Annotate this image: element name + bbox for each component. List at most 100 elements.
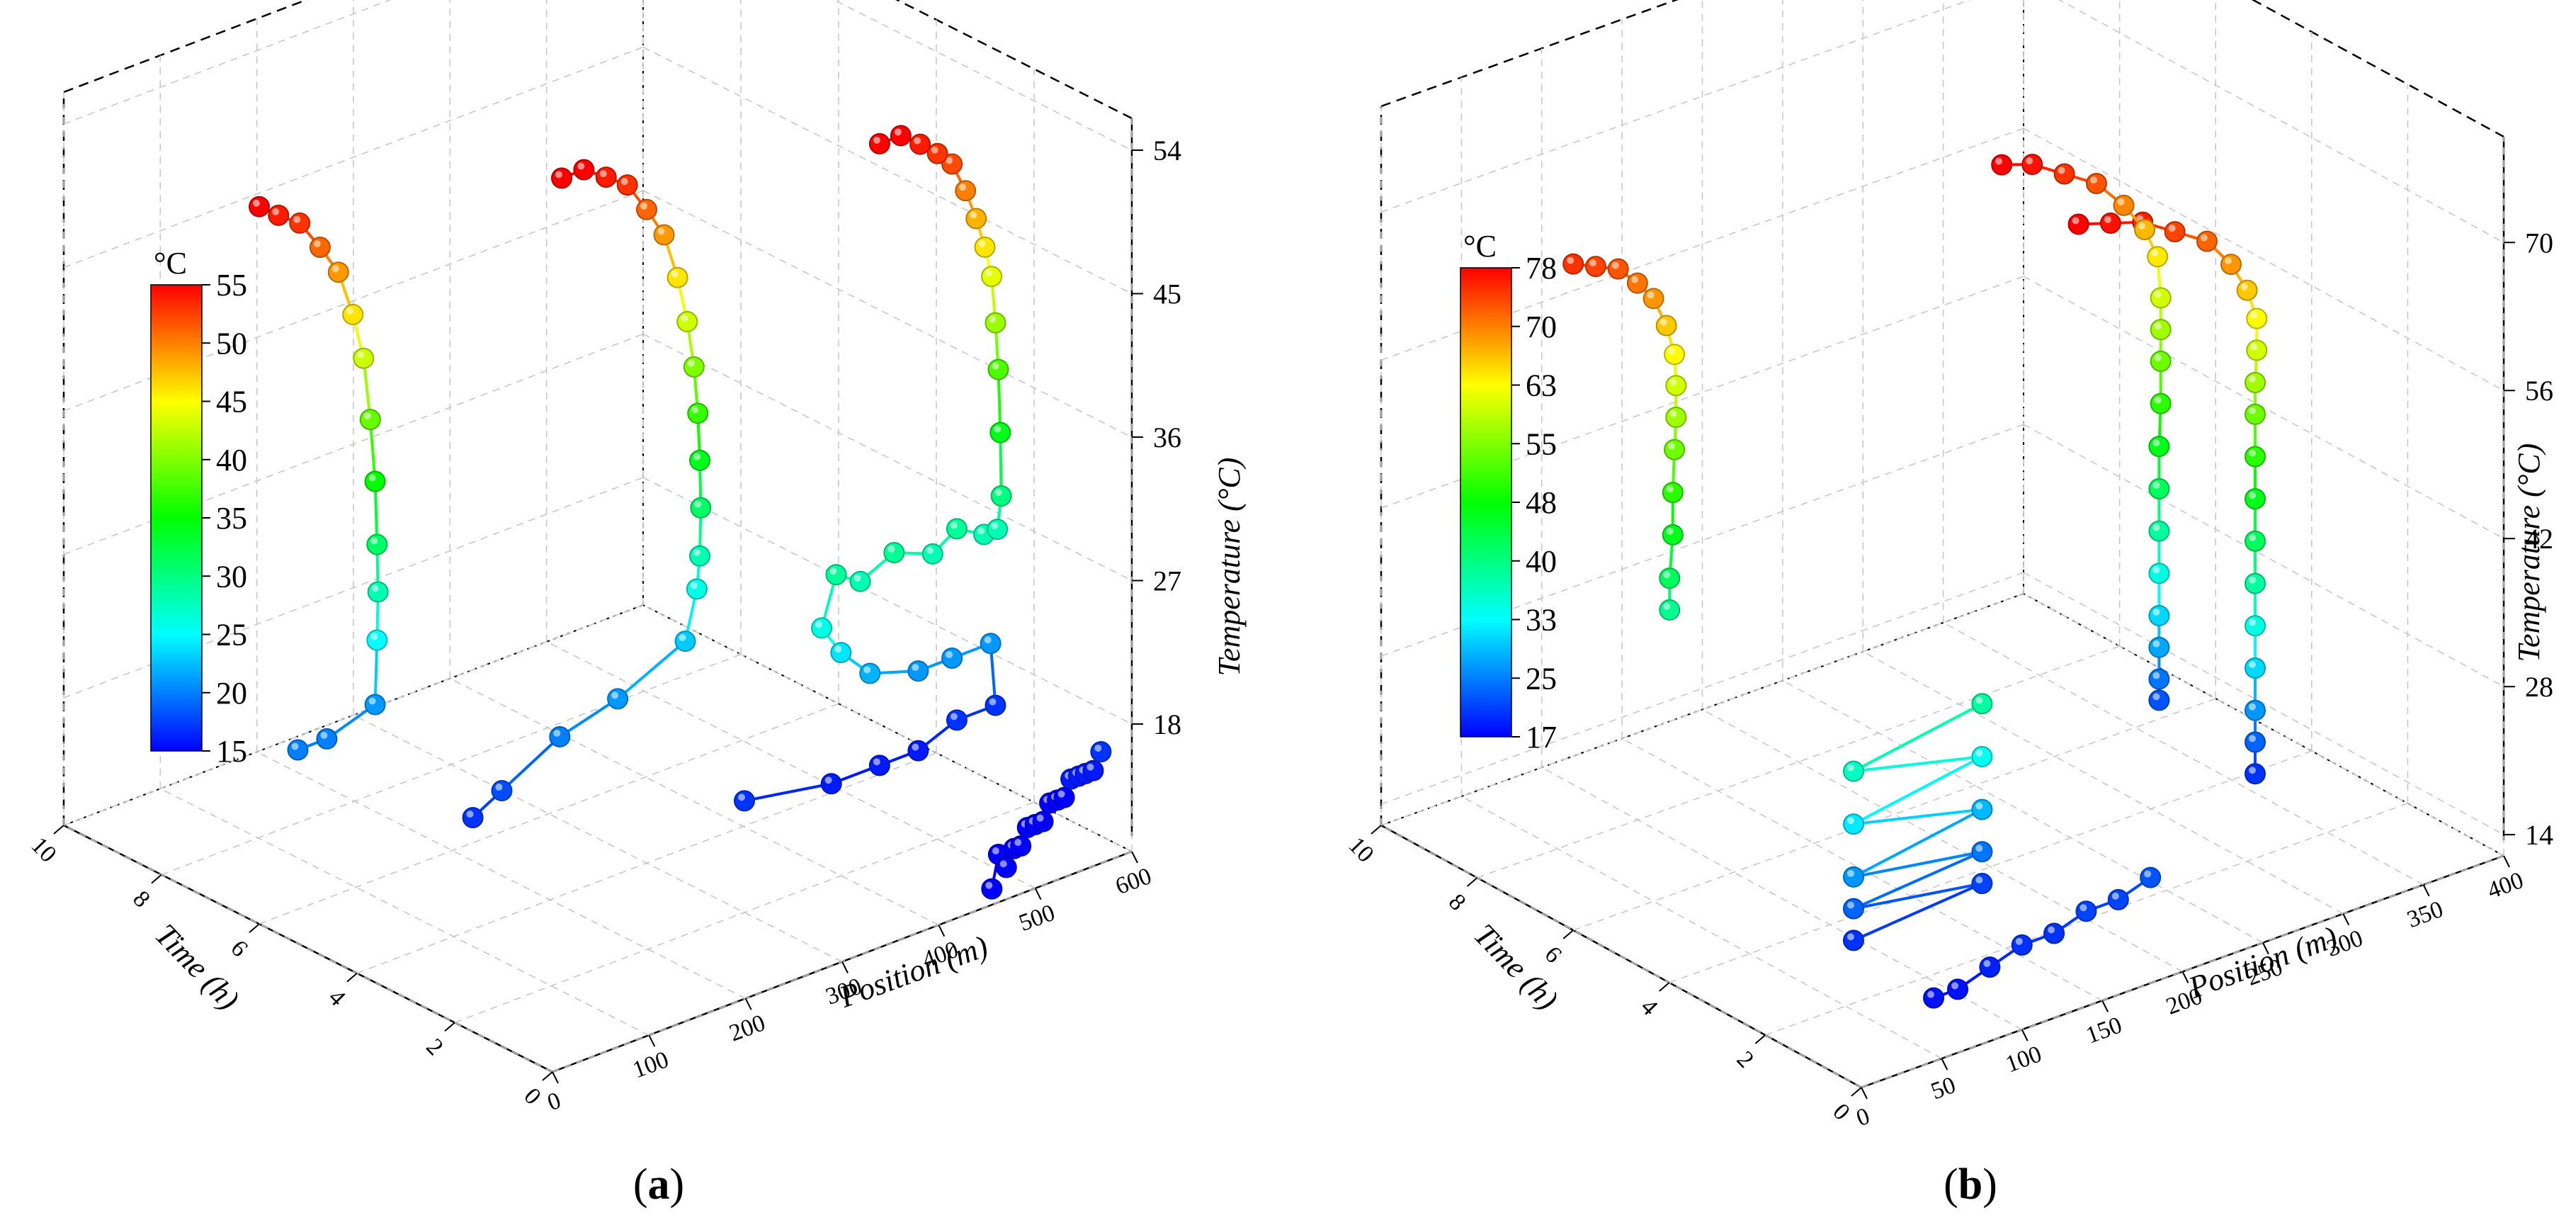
- series-connector: [1853, 882, 1983, 942]
- data-point-highlight: [991, 522, 999, 530]
- data-point: [2244, 446, 2266, 468]
- data-point: [2244, 657, 2266, 679]
- data-point-highlight: [977, 527, 985, 535]
- z-tick-label: 28: [2525, 671, 2553, 703]
- y-tick-mark: [53, 825, 64, 835]
- gridline-z-side: [832, 0, 1133, 151]
- data-point-highlight: [1611, 261, 1619, 269]
- x-tick-mark: [2021, 1029, 2029, 1041]
- data-point: [1032, 810, 1054, 832]
- gridline-x: [1621, 737, 2103, 1002]
- data-point-highlight: [2240, 283, 2248, 290]
- data-point-highlight: [272, 208, 280, 215]
- data-point: [2164, 221, 2186, 243]
- data-point-highlight: [2248, 735, 2256, 742]
- colorbar-tick-label: 40: [1526, 544, 1557, 579]
- data-point: [327, 261, 349, 283]
- y-tick-label: 2: [421, 1034, 448, 1061]
- z-tick-label: 27: [1153, 565, 1181, 597]
- data-point: [941, 647, 963, 669]
- data-point: [1971, 745, 1993, 767]
- z-tick-label: 45: [1153, 278, 1181, 310]
- y-tick-mark: [542, 1071, 553, 1081]
- frame-top-right-edge: [2251, 0, 2504, 138]
- data-point: [687, 402, 709, 424]
- data-point-highlight: [2111, 892, 2119, 900]
- x-tick-mark: [744, 998, 752, 1010]
- data-point-highlight: [368, 697, 376, 705]
- data-point: [989, 422, 1011, 443]
- data-point-highlight: [2048, 926, 2055, 934]
- data-point: [2236, 279, 2258, 301]
- data-point: [1947, 978, 1969, 1000]
- data-point-highlight: [985, 269, 993, 277]
- data-point-highlight: [1647, 291, 1655, 299]
- x-tick-label: 100: [629, 1046, 672, 1083]
- data-point: [364, 694, 386, 716]
- data-point: [2244, 530, 2266, 552]
- gridline-z-side: [2023, 572, 2504, 835]
- gridline-t: [454, 801, 1035, 1024]
- data-point-highlight: [599, 170, 607, 178]
- data-point: [1971, 798, 1993, 820]
- y-tick-label: 0: [1827, 1099, 1854, 1126]
- panel-a-gridlines: [63, 0, 1133, 1073]
- data-point: [666, 266, 688, 288]
- data-point-highlight: [690, 582, 698, 589]
- data-point-highlight: [959, 183, 967, 191]
- gridline-x: [1541, 767, 2023, 1030]
- data-point: [1843, 760, 1864, 782]
- data-point: [2148, 604, 2170, 626]
- data-point: [2150, 392, 2172, 414]
- data-point-highlight: [620, 178, 628, 186]
- z-tick-label: 18: [1153, 708, 1181, 740]
- data-point: [364, 470, 386, 492]
- data-point: [1626, 272, 1648, 294]
- data-point-highlight: [293, 215, 301, 223]
- x-tick-mark: [1034, 888, 1042, 900]
- panel-b-z-axis-title: Temperature (°C): [2512, 443, 2546, 662]
- data-point-highlight: [985, 881, 993, 889]
- panel-a-z-axis-title: Temperature (°C): [1212, 458, 1247, 677]
- data-point: [981, 266, 1003, 288]
- data-point-highlight: [994, 425, 1002, 433]
- series-connector: [1853, 808, 1983, 878]
- panel-b-y-ticks: 0 2 4 6 8 10: [1343, 825, 1862, 1126]
- gridline-x: [1782, 679, 2264, 944]
- data-point-highlight: [693, 453, 700, 460]
- data-point: [955, 180, 977, 202]
- data-point-highlight: [824, 776, 832, 784]
- data-point-highlight: [1975, 876, 1983, 884]
- series-connector: [1853, 755, 1983, 825]
- data-point-highlight: [313, 240, 321, 248]
- data-point: [249, 196, 270, 217]
- data-point-highlight: [320, 731, 328, 739]
- colorbar-tick-label: 20: [216, 676, 247, 711]
- x-tick-mark: [1941, 1058, 1948, 1070]
- data-point: [1607, 258, 1629, 280]
- data-point-highlight: [1975, 802, 1983, 810]
- gridline-x: [1380, 825, 1862, 1088]
- data-point: [690, 497, 712, 519]
- x-tick-label: 0: [1853, 1103, 1873, 1132]
- z-tick-label: 14: [2525, 819, 2553, 851]
- data-point-highlight: [2248, 492, 2256, 499]
- series-profile-at-0-h: [981, 741, 1112, 900]
- data-point: [316, 728, 338, 750]
- data-point-highlight: [691, 406, 699, 414]
- data-point: [2140, 866, 2162, 888]
- data-point: [2220, 254, 2242, 276]
- data-point: [1843, 929, 1864, 951]
- data-point-highlight: [1014, 839, 1022, 847]
- series-connector: [1853, 850, 1983, 910]
- data-point: [2148, 563, 2170, 584]
- x-tick-label: 400: [2484, 867, 2527, 904]
- series-connector: [1853, 702, 1983, 773]
- panel-b-series-layer: [1562, 154, 2268, 1009]
- data-point: [2021, 154, 2043, 176]
- gridline-x: [642, 604, 1133, 852]
- x-tick-label: 500: [1016, 900, 1059, 937]
- x-tick-mark: [2503, 855, 2510, 868]
- series-connector: [1853, 882, 1982, 910]
- series-connector: [559, 697, 619, 738]
